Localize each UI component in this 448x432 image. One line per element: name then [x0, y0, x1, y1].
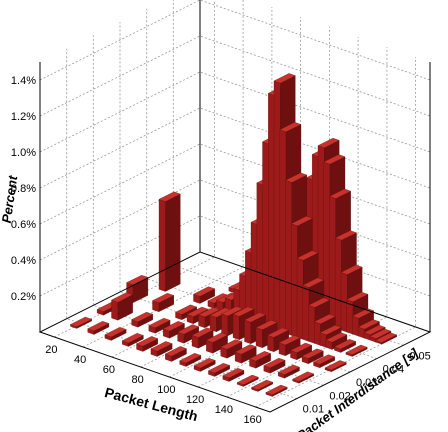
bar: [236, 374, 259, 387]
z-tick-label: 0.8%: [11, 183, 36, 195]
bar: [70, 316, 93, 329]
bar: [222, 368, 245, 382]
bar: [121, 333, 144, 347]
x-gridline: [82, 0, 244, 348]
bar: [87, 321, 110, 335]
x-axis-label: Packet Length: [103, 384, 200, 424]
bar: [278, 335, 301, 357]
bar: [234, 344, 257, 364]
chart-bars: [70, 73, 398, 397]
z-tick-label: 1.0%: [11, 147, 36, 159]
bar: [162, 321, 185, 339]
bar: [277, 364, 300, 379]
bar: [208, 363, 231, 377]
bar: [292, 371, 315, 384]
z-gridline: [39, 215, 431, 297]
bar: [301, 348, 324, 365]
z-gridline: [39, 107, 431, 189]
z-gridline: [39, 71, 431, 153]
z-gridline: [39, 143, 431, 225]
z-tick-label: 0.6%: [11, 219, 36, 231]
z-tick-label: 0.4%: [11, 255, 36, 267]
bar: [164, 346, 187, 362]
bar: [193, 286, 216, 304]
bar: [265, 384, 288, 397]
bar: [177, 324, 200, 344]
x-tick-label: 20: [45, 344, 57, 356]
bar: [191, 327, 214, 349]
bar: [131, 311, 154, 328]
chart-frame: [38, 0, 432, 413]
z-tick-label: 1.2%: [11, 111, 36, 123]
x-tick-label: 160: [243, 414, 261, 426]
bar: [148, 317, 171, 334]
y-tick-label: 0.04: [383, 364, 404, 376]
bar: [111, 292, 134, 321]
bar: [345, 344, 368, 357]
x-tick-label: 80: [132, 374, 144, 386]
bar: [152, 293, 175, 313]
z-tick-label: 1.4%: [11, 75, 36, 87]
bar: [324, 360, 347, 373]
z-gridline: [39, 35, 431, 117]
x-tick-label: 100: [157, 384, 175, 396]
bar: [249, 351, 272, 369]
bar: [267, 327, 290, 353]
bar: [334, 339, 357, 353]
bar: [251, 379, 274, 392]
bar: [158, 191, 181, 292]
bar: [290, 342, 313, 361]
bar: [375, 332, 398, 345]
bar: [179, 353, 202, 367]
y-tick-label: 0.03: [356, 377, 377, 389]
z-gridline: [39, 0, 431, 81]
z-gridline: [39, 179, 431, 261]
bar: [313, 354, 336, 369]
x-tick-label: 120: [186, 394, 204, 406]
y-tick-label: 0.02: [329, 390, 350, 402]
bar: [325, 332, 348, 350]
chart-ticks: 0.2% 0.4% 0.6% 0.8% 1.0% 1.2% 1.4% 20 40 60 80 100 1…: [11, 75, 431, 426]
bar: [136, 336, 159, 352]
bar: [150, 341, 173, 357]
z-tick-label: 0.2%: [11, 291, 36, 303]
y-tick-label: 0.01: [303, 404, 324, 416]
x-tick-label: 60: [103, 364, 115, 376]
bar: [193, 358, 216, 372]
bar: [263, 357, 286, 374]
z-axis-label: Percent: [0, 174, 20, 224]
x-tick-label: 40: [74, 354, 86, 366]
x-tick-label: 140: [215, 404, 233, 416]
bar: [104, 327, 127, 341]
y-tick-label: 0.05: [409, 350, 430, 362]
